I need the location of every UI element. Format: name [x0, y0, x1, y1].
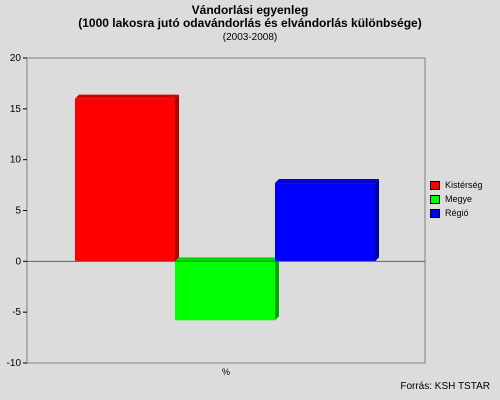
y-tick-label: 15: [10, 104, 22, 115]
bar-side: [175, 94, 179, 262]
chart-title: Vándorlási egyenleg: [191, 3, 309, 17]
y-tick-label: 10: [10, 155, 22, 166]
legend-swatch: [430, 208, 440, 218]
bar-top: [175, 257, 279, 262]
bar-top: [275, 179, 379, 184]
chart-title-block: Vándorlási egyenleg (1000 lakosra jutó o…: [0, 4, 500, 45]
y-tick-label: -10: [7, 358, 22, 369]
legend-item: Kistérség: [430, 179, 483, 191]
bar: [175, 261, 275, 321]
x-axis-label: %: [221, 367, 230, 377]
legend-swatch: [430, 180, 440, 190]
legend-label: Megye: [445, 194, 473, 204]
legend-swatch: [430, 194, 440, 204]
legend-item: Megye: [430, 193, 483, 205]
bar-top: [75, 94, 179, 99]
source-note: Forrás: KSH TSTAR: [400, 381, 490, 392]
y-tick-label: 20: [10, 53, 22, 64]
bar: [275, 183, 375, 262]
chart-period: (2003-2008): [222, 32, 278, 43]
chart-subtitle: (1000 lakosra jutó odavándorlás és elván…: [78, 16, 422, 30]
bar: [75, 98, 175, 262]
legend-label: Régió: [445, 208, 469, 218]
y-tick-label: 5: [15, 206, 21, 217]
legend-label: Kistérség: [445, 180, 483, 190]
bar-side: [375, 179, 379, 262]
legend-item: Régió: [430, 207, 483, 219]
chart-legend: Kistérség Megye Régió: [430, 179, 483, 221]
y-tick-label: 0: [15, 256, 21, 267]
y-tick-label: -5: [12, 307, 21, 318]
bar-side: [275, 257, 279, 321]
